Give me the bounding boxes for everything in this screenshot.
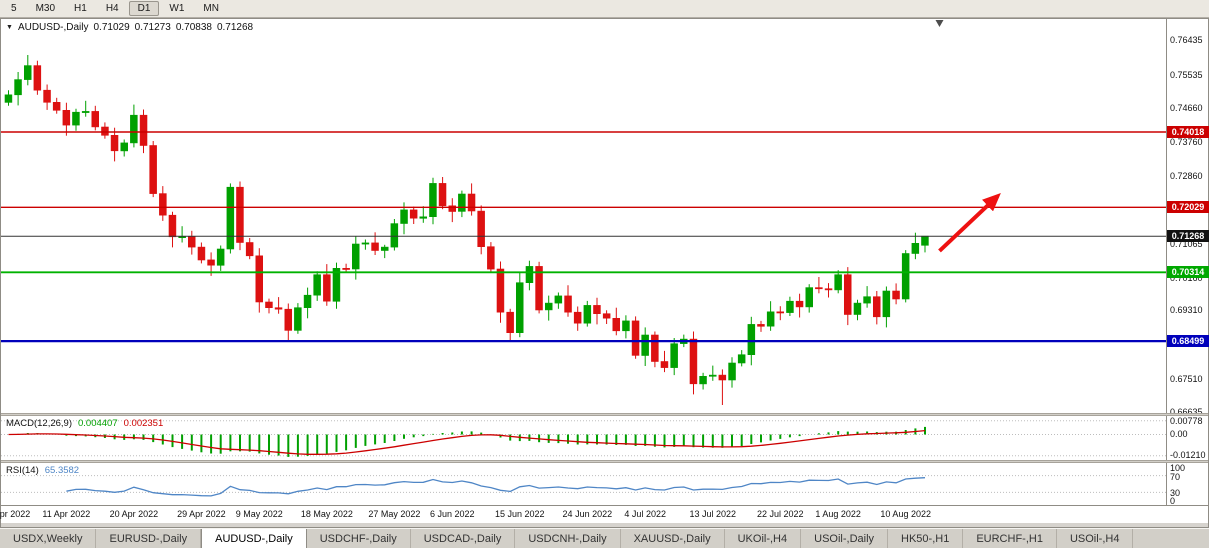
ohlc-low: 0.70838: [175, 22, 212, 33]
price-axis-label: 0.74660: [1170, 102, 1203, 113]
price-axis-label: 0.71065: [1170, 238, 1203, 249]
chart-tabs: USDX,Weekly EURUSD-,Daily AUDUSD-,Daily USD…: [0, 528, 1209, 548]
price-axis-badge: 0.71268: [1167, 230, 1209, 243]
tab-usdcnh-daily[interactable]: USDCNH-,Daily: [515, 529, 621, 548]
rsi-chart[interactable]: [1, 463, 1166, 505]
ohlc-close: 0.71268: [216, 22, 254, 33]
tab-eurchf-h1[interactable]: EURCHF-,H1: [963, 529, 1057, 548]
rsi-axis-label: 100: [1170, 463, 1186, 473]
rsi-label: RSI(14): [6, 465, 39, 476]
macd-axis-label: 0.00778: [1170, 416, 1203, 426]
macd-chart[interactable]: [1, 416, 1166, 460]
tab-xauusd-daily[interactable]: XAUUSD-,Daily: [621, 529, 725, 548]
timeframe-button-mn[interactable]: MN: [203, 3, 219, 14]
price-axis-badge: 0.74018: [1167, 125, 1209, 138]
panel-divider[interactable]: [1, 460, 1208, 463]
price-axis-label: 0.69310: [1170, 305, 1203, 316]
time-axis-label: 27 May 2022: [368, 509, 421, 519]
chart-header: ▼ AUDUSD-,Daily 0.71029 0.71273 0.70838 …: [6, 22, 253, 33]
macd-panel[interactable]: MACD(12,26,9) 0.004407 0.002351: [1, 416, 1166, 460]
timeframe-button-h4[interactable]: H4: [105, 3, 119, 14]
tab-audusd-daily[interactable]: AUDUSD-,Daily: [201, 529, 307, 548]
tab-ukoil-h4[interactable]: UKOil-,H4: [725, 529, 802, 548]
time-axis-label: 1 Aug 2022: [815, 509, 861, 519]
rsi-header: RSI(14) 65.3582: [6, 465, 79, 476]
price-axis-label: 0.72860: [1170, 170, 1203, 181]
time-axis-label: 24 Jun 2022: [562, 509, 613, 519]
timeframe-button-w1[interactable]: W1: [169, 3, 185, 14]
tab-usoil-h4[interactable]: USOil-,H4: [1057, 529, 1134, 548]
tab-hk50-h1[interactable]: HK50-,H1: [888, 529, 964, 548]
macd-signal-line: [8, 429, 926, 455]
time-axis-label: 1 Apr 2022: [0, 509, 31, 519]
macd-value-signal: 0.002351: [123, 418, 164, 429]
chart-shift-marker[interactable]: [935, 20, 944, 27]
time-axis[interactable]: 1 Apr 2022 11 Apr 2022 20 Apr 2022 29 Apr 2…: [0, 505, 1208, 523]
price-axis-label: 0.66635: [1170, 406, 1203, 417]
timeframe-button-5[interactable]: 5: [11, 3, 17, 14]
price-chart-panel[interactable]: ▼ AUDUSD-,Daily 0.71029 0.71273 0.70838 …: [1, 19, 1166, 413]
price-axis-badge: 0.70314: [1167, 266, 1209, 279]
time-axis-label: 4 Jul 2022: [624, 509, 666, 519]
trend-arrow[interactable]: [938, 193, 1001, 253]
time-axis-label: 13 Jul 2022: [689, 509, 737, 519]
chart-window: ▼ AUDUSD-,Daily 0.71029 0.71273 0.70838 …: [0, 18, 1209, 528]
timeframe-toolbar: 5 M30 H1 H4 D1 W1 MN: [0, 0, 1209, 18]
timeframe-button-d1[interactable]: D1: [128, 1, 160, 16]
plot-column: ▼ AUDUSD-,Daily 0.71029 0.71273 0.70838 …: [1, 19, 1166, 505]
macd-label: MACD(12,26,9): [6, 418, 72, 429]
time-axis-label: 15 Jun 2022: [495, 509, 545, 519]
rsi-line: [66, 477, 926, 497]
macd-header: MACD(12,26,9) 0.004407 0.002351: [6, 418, 163, 429]
ohlc-high: 0.71273: [134, 22, 171, 33]
price-axis[interactable]: 0.76435 0.75535 0.74660 0.73760 0.72860 0.710…: [1166, 19, 1209, 506]
price-axis-label: 0.73760: [1170, 136, 1203, 147]
time-axis-label: 18 May 2022: [300, 509, 353, 519]
candlestick-series: [4, 55, 929, 405]
rsi-value: 65.3582: [44, 465, 80, 476]
tab-usdx-weekly[interactable]: USDX,Weekly: [0, 529, 97, 548]
time-axis-label: 20 Apr 2022: [109, 509, 159, 519]
price-axis-label: 0.67510: [1170, 373, 1203, 384]
rsi-axis-label: 30: [1170, 488, 1181, 499]
rsi-axis-label: 70: [1170, 471, 1181, 482]
time-axis-label: 9 May 2022: [235, 509, 283, 519]
price-axis-label: 0.76435: [1170, 35, 1203, 46]
rsi-axis-label: 0: [1170, 496, 1176, 506]
ohlc-open: 0.71029: [93, 22, 130, 33]
timeframe-button-h1[interactable]: H1: [74, 3, 87, 14]
chart-symbol-icon: ▼: [6, 24, 13, 31]
macd-value-main: 0.004407: [78, 418, 118, 429]
panel-divider[interactable]: [1, 413, 1208, 416]
candlestick-chart[interactable]: [1, 19, 1166, 413]
time-axis-label: 11 Apr 2022: [42, 509, 91, 519]
macd-axis-label: -0.01210: [1170, 450, 1206, 460]
chart-scroll-area[interactable]: [1, 523, 1208, 527]
price-axis-label: 0.75535: [1170, 69, 1203, 80]
time-axis-label: 29 Apr 2022: [177, 509, 226, 519]
tab-usdchf-daily[interactable]: USDCHF-,Daily: [307, 529, 411, 548]
chart-title: AUDUSD-,Daily: [17, 22, 89, 33]
rsi-panel[interactable]: RSI(14) 65.3582: [1, 463, 1166, 505]
tab-eurusd-daily[interactable]: EURUSD-,Daily: [96, 529, 202, 548]
macd-axis-label: 0.00: [1170, 429, 1188, 440]
tab-usdcad-daily[interactable]: USDCAD-,Daily: [411, 529, 516, 548]
time-axis-label: 10 Aug 2022: [880, 509, 931, 519]
time-axis-label: 22 Jul 2022: [757, 509, 804, 519]
timeframe-button-m30[interactable]: M30: [35, 3, 56, 14]
price-axis-badge: 0.68499: [1167, 335, 1209, 348]
tab-usoil-daily[interactable]: USOil-,Daily: [801, 529, 889, 548]
price-axis-badge: 0.72029: [1167, 201, 1209, 214]
time-axis-label: 6 Jun 2022: [429, 509, 475, 519]
